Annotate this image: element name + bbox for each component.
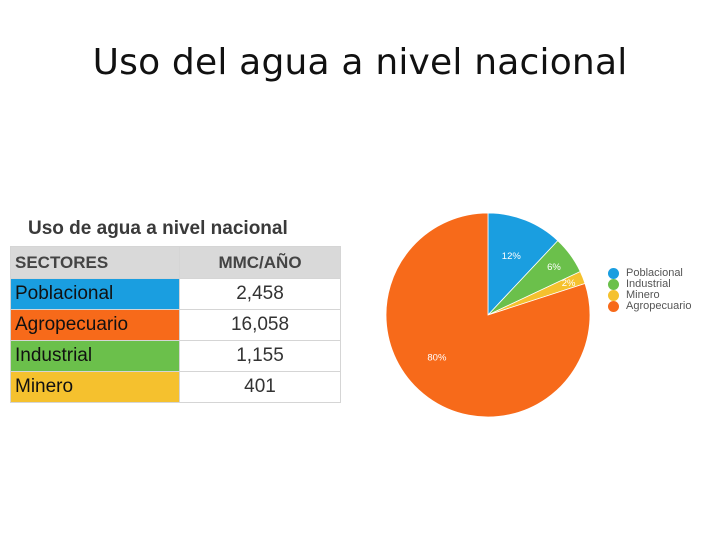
legend-item-minero: Minero bbox=[608, 290, 691, 301]
row-value-poblacional: 2,458 bbox=[179, 278, 341, 310]
legend-item-poblacional: Poblacional bbox=[608, 268, 691, 279]
table-row: Poblacional 2,458 bbox=[10, 278, 341, 310]
legend-label: Industrial bbox=[626, 278, 671, 290]
legend-swatch bbox=[608, 279, 619, 290]
row-value-minero: 401 bbox=[179, 371, 341, 403]
pie-label-industrial: 6% bbox=[547, 262, 561, 273]
table-row: Industrial 1,155 bbox=[10, 340, 341, 372]
legend-swatch bbox=[608, 268, 619, 279]
header-mmc: MMC/AÑO bbox=[179, 246, 341, 279]
pie-label-poblacional: 12% bbox=[502, 251, 522, 262]
legend-item-industrial: Industrial bbox=[608, 279, 691, 290]
row-value-industrial: 1,155 bbox=[179, 340, 341, 372]
pie-label-minero: 2% bbox=[562, 278, 576, 289]
legend-swatch bbox=[608, 290, 619, 301]
table-row: Agropecuario 16,058 bbox=[10, 309, 341, 341]
table-row: Minero 401 bbox=[10, 371, 341, 403]
table-title: Uso de agua a nivel nacional bbox=[28, 218, 288, 239]
legend-label: Minero bbox=[626, 289, 660, 301]
legend-item-agropecuario: Agropecuario bbox=[608, 301, 691, 312]
pie-slice-agropecuario bbox=[385, 212, 591, 418]
legend-label: Poblacional bbox=[626, 267, 683, 279]
legend-swatch bbox=[608, 301, 619, 312]
water-use-table: SECTORES MMC/AÑO Poblacional 2,458 Agrop… bbox=[10, 246, 341, 403]
row-name-minero: Minero bbox=[10, 371, 180, 403]
chart-legend: Poblacional Industrial Minero Agropecuario bbox=[608, 268, 691, 312]
pie-chart: 12% 6%2% 80% bbox=[385, 212, 591, 418]
row-name-industrial: Industrial bbox=[10, 340, 180, 372]
row-name-agropecuario: Agropecuario bbox=[10, 309, 180, 341]
row-value-agropecuario: 16,058 bbox=[179, 309, 341, 341]
row-name-poblacional: Poblacional bbox=[10, 278, 180, 310]
data-table-panel: Uso de agua a nivel nacional SECTORES MM… bbox=[10, 214, 342, 403]
slide-title: Uso del agua a nivel nacional bbox=[92, 42, 628, 83]
header-sectores: SECTORES bbox=[10, 246, 180, 279]
pie-slice-poblacional bbox=[487, 212, 559, 317]
legend-label: Agropecuario bbox=[626, 300, 692, 312]
pie-label-agropecuario: 80% bbox=[427, 352, 447, 363]
table-header-row: SECTORES MMC/AÑO bbox=[10, 246, 341, 279]
